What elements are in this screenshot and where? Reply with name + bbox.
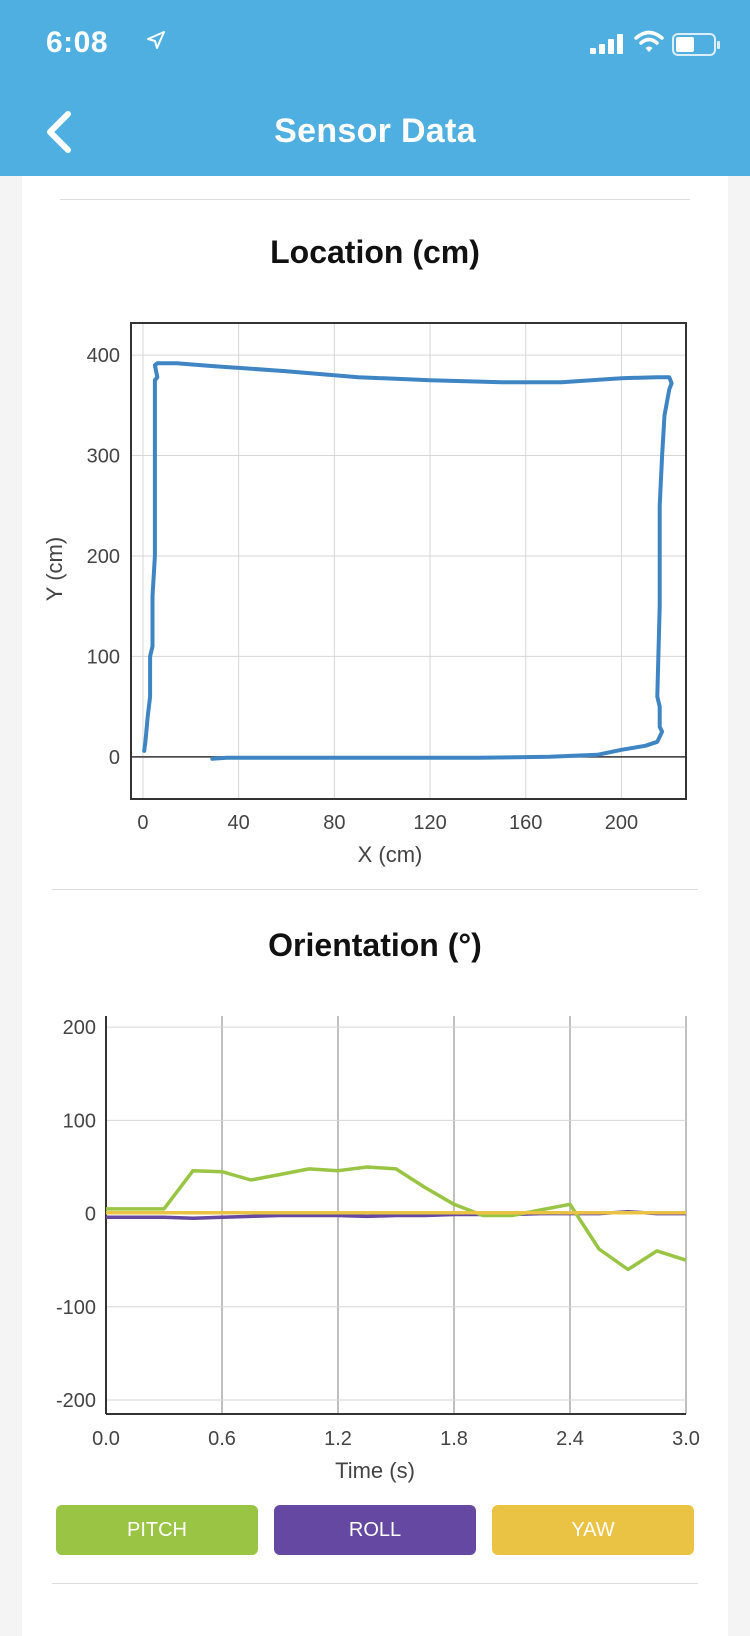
status-bar: 6:08 (0, 0, 750, 88)
pitch-series-line (106, 1165, 687, 1272)
y-tick-label: 200 (87, 546, 120, 568)
y-tick-label: -100 (56, 1297, 96, 1319)
location-chart: 0 40 80 120 160 200 400 300 200 100 0 X (cm) Y (c… (42, 322, 687, 867)
y-tick-label: 400 (87, 345, 120, 367)
y-tick-label: 100 (63, 1110, 96, 1132)
orientation-chart: 0.0 0.6 1.2 1.8 2.4 3.0 200 100 0 -100 -200 Time … (56, 1016, 700, 1483)
x-tick-label: 0 (137, 812, 148, 834)
signal-icon (590, 34, 623, 54)
content-card (22, 176, 728, 1636)
x-axis-label: Time (s) (335, 1458, 415, 1483)
location-arrow-icon (147, 31, 165, 49)
y-tick-label: 0 (109, 747, 120, 769)
x-tick-label: 40 (228, 812, 250, 834)
x-tick-label: 0.6 (208, 1428, 236, 1450)
y-axis-label: Y (cm) (42, 537, 67, 601)
status-time: 6:08 (46, 26, 109, 59)
x-tick-label: 1.8 (440, 1428, 468, 1450)
x-axis-label: X (cm) (358, 842, 423, 867)
location-title: Location (cm) (270, 234, 480, 270)
y-tick-label: 300 (87, 446, 120, 468)
y-tick-label: 0 (85, 1204, 96, 1226)
y-tick-label: 200 (63, 1017, 96, 1039)
nav-bar: Sensor Data (0, 88, 750, 176)
roll-toggle-button[interactable]: ROLL (274, 1505, 476, 1555)
divider (60, 199, 690, 200)
x-tick-label: 160 (509, 812, 542, 834)
yaw-toggle-button[interactable]: YAW (492, 1505, 694, 1555)
x-tick-label: 2.4 (556, 1428, 584, 1450)
battery-icon (672, 33, 720, 56)
divider (52, 889, 698, 890)
wifi-icon (634, 30, 664, 52)
x-tick-label: 80 (323, 812, 345, 834)
x-tick-label: 200 (605, 812, 638, 834)
x-tick-label: 120 (413, 812, 446, 834)
chevron-left-icon (47, 111, 71, 153)
page-title: Sensor Data (274, 112, 476, 150)
back-button[interactable] (40, 108, 80, 156)
pitch-toggle-button[interactable]: PITCH (56, 1505, 258, 1555)
orientation-title: Orientation (°) (268, 927, 482, 963)
divider (52, 1583, 698, 1584)
x-tick-label: 3.0 (672, 1428, 700, 1450)
y-tick-label: 100 (87, 646, 120, 668)
x-tick-label: 1.2 (324, 1428, 352, 1450)
x-tick-label: 0.0 (92, 1428, 120, 1450)
plot-frame (130, 322, 687, 800)
location-path (142, 361, 674, 761)
y-tick-label: -200 (56, 1390, 96, 1412)
